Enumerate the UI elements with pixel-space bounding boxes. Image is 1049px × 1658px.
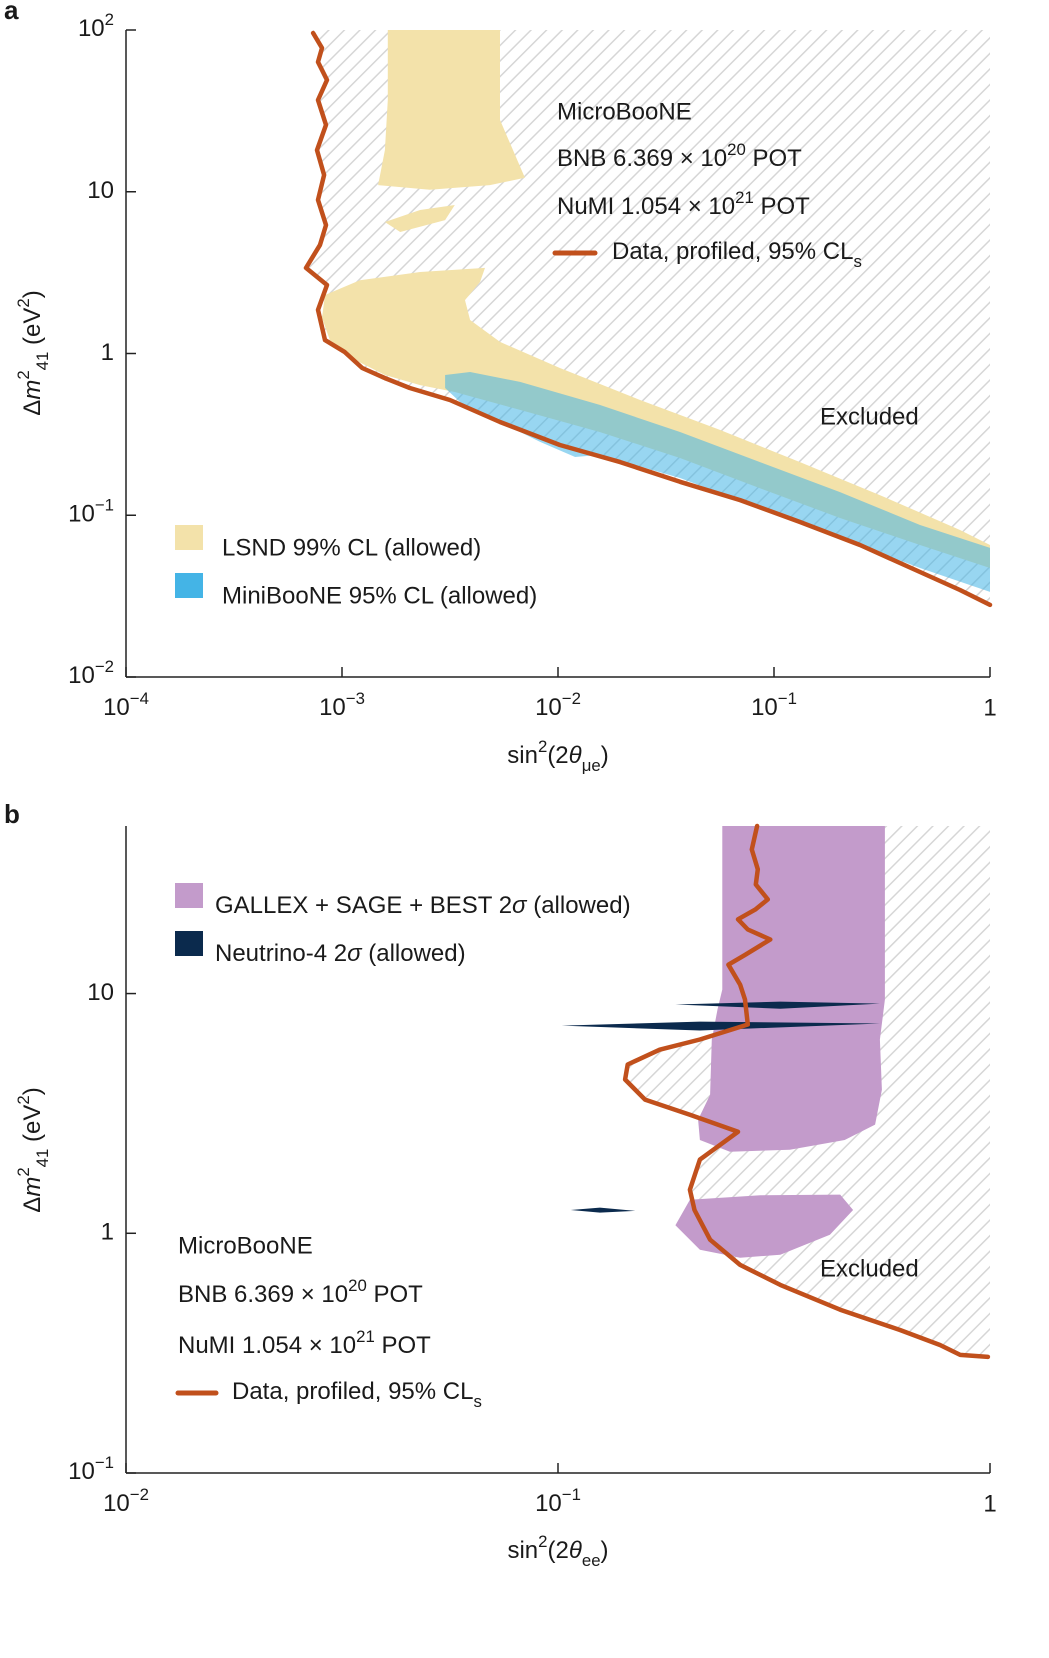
legend-swatch	[175, 573, 203, 598]
y-tick-label: 10	[87, 177, 114, 204]
annotation: MicroBooNE	[178, 1232, 313, 1259]
allowed-region	[445, 372, 991, 592]
x-axis-label: sin2(2θμe)	[507, 737, 608, 775]
x-tick-label: 10−1	[751, 689, 797, 721]
x-tick-label: 10−3	[319, 689, 365, 721]
y-tick-label: 10	[87, 979, 114, 1006]
legend-label: MiniBooNE 95% CL (allowed)	[222, 582, 537, 609]
legend-label: Data, profiled, 95% CLs	[612, 238, 862, 271]
data-line	[303, 30, 993, 608]
allowed-region	[322, 30, 990, 568]
y-tick-label: 10−1	[68, 1453, 114, 1485]
y-tick-label: 1	[101, 1219, 114, 1246]
data-line	[622, 823, 991, 1360]
x-axis-label: sin2(2θee)	[507, 1532, 608, 1570]
legend-label: GALLEX + SAGE + BEST 2σ (allowed)	[215, 892, 631, 919]
y-tick-label: 10−2	[68, 657, 114, 689]
legend-swatch	[175, 883, 203, 908]
legend-swatch	[175, 525, 203, 550]
allowed-region	[675, 826, 885, 1258]
legend-label: Neutrino-4 2σ (allowed)	[215, 940, 466, 967]
x-tick-label: 10−4	[103, 689, 149, 721]
fill-layer	[306, 30, 991, 1357]
x-tick-label: 10−2	[535, 689, 581, 721]
legend-label: Data, profiled, 95% CLs	[232, 1378, 482, 1411]
annotation: MicroBooNE	[557, 98, 692, 125]
annotation: BNB 6.369 × 1020 POT	[557, 140, 802, 172]
y-tick-label: 10−1	[68, 495, 114, 527]
y-axis-label: Δm241 (eV2)	[14, 290, 52, 415]
x-tick-label: 1	[983, 694, 996, 721]
y-axis-label: Δm241 (eV2)	[14, 1087, 52, 1212]
y-tick-label: 1	[101, 339, 114, 366]
legend-swatch	[175, 931, 203, 956]
x-tick-label: 10−2	[103, 1485, 149, 1517]
panel-label: b	[4, 799, 20, 829]
annotation: BNB 6.369 × 1020 POT	[178, 1276, 423, 1308]
x-tick-label: 10−1	[535, 1485, 581, 1517]
line-layer	[303, 30, 993, 1360]
legend-label: LSND 99% CL (allowed)	[222, 534, 481, 561]
panel-label: a	[4, 0, 19, 25]
y-tick-label: 102	[78, 10, 114, 42]
annotation: Excluded	[820, 1255, 919, 1282]
annotation: NuMI 1.054 × 1021 POT	[557, 188, 810, 220]
annotation: Excluded	[820, 403, 919, 430]
x-tick-label: 1	[983, 1490, 996, 1517]
annotation: NuMI 1.054 × 1021 POT	[178, 1327, 431, 1359]
